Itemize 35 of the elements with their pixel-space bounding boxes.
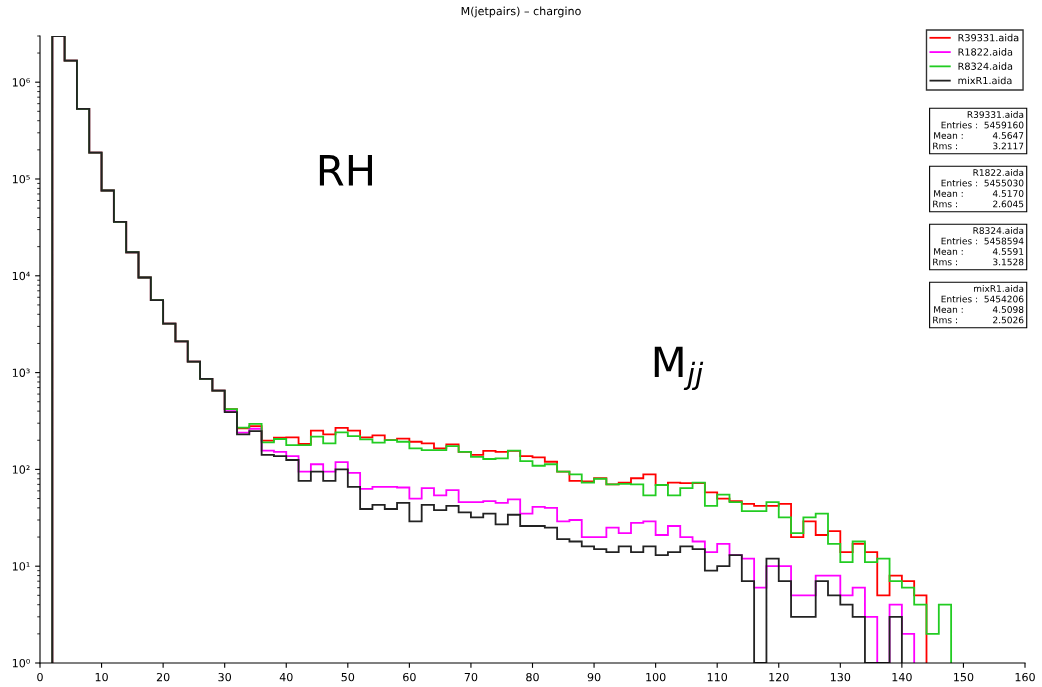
x-tick-label: 100 <box>646 672 666 682</box>
legend-label: R1822.aida <box>958 48 1013 56</box>
legend-label: R39331.aida <box>958 33 1019 42</box>
x-tick-label: 160 <box>1015 672 1035 682</box>
y-tick-label: 10³ <box>12 368 30 377</box>
x-tick-label: 70 <box>464 672 478 682</box>
x-tick-label: 80 <box>526 672 539 682</box>
x-tick-label: 50 <box>341 672 355 682</box>
legend-label: mixR1.aida <box>958 76 1012 85</box>
x-tick-label: 150 <box>954 672 974 682</box>
x-tick-label: 10 <box>95 672 108 682</box>
x-tick-label: 130 <box>830 672 851 682</box>
x-tick-label: 40 <box>279 672 293 682</box>
y-tick-label: 10¹ <box>12 562 30 571</box>
annotation: R39331.aida Entries : 5459160 Mean : 4.5647 Rms : 3.2117 <box>933 111 1024 150</box>
annotation: mixR1.aida Entries : 5454206 Mean : 4.5098 Rms : 2.5026 <box>933 285 1024 324</box>
x-tick-label: 140 <box>892 672 912 682</box>
y-tick-label: 10² <box>12 465 30 474</box>
y-tick-label: 10⁴ <box>12 271 30 281</box>
x-tick-label: 60 <box>403 672 416 682</box>
y-tick-label: 10⁶ <box>12 78 30 87</box>
x-tick-label: 20 <box>156 672 170 682</box>
annotation: R8324.aida Entries : 5458594 Mean : 4.5591 Rms : 3.1528 <box>933 227 1024 266</box>
chart-title: M(jetpairs) – chargino <box>461 6 581 18</box>
y-tick-label: 10⁰ <box>12 658 30 668</box>
annotation: R1822.aida Entries : 5455030 Mean : 4.5170 Rms : 2.6045 <box>933 169 1024 208</box>
annotation: RH <box>319 155 372 186</box>
y-tick-label: 10⁵ <box>12 174 30 184</box>
x-tick-label: 30 <box>218 672 232 682</box>
x-tick-label: 110 <box>707 672 728 682</box>
x-tick-label: 120 <box>769 672 789 682</box>
x-tick-label: 90 <box>587 672 601 682</box>
annotation: M$_{jj}$ <box>654 346 704 390</box>
legend-label: R8324.aida <box>958 62 1013 70</box>
x-tick-label: 0 <box>37 672 43 682</box>
